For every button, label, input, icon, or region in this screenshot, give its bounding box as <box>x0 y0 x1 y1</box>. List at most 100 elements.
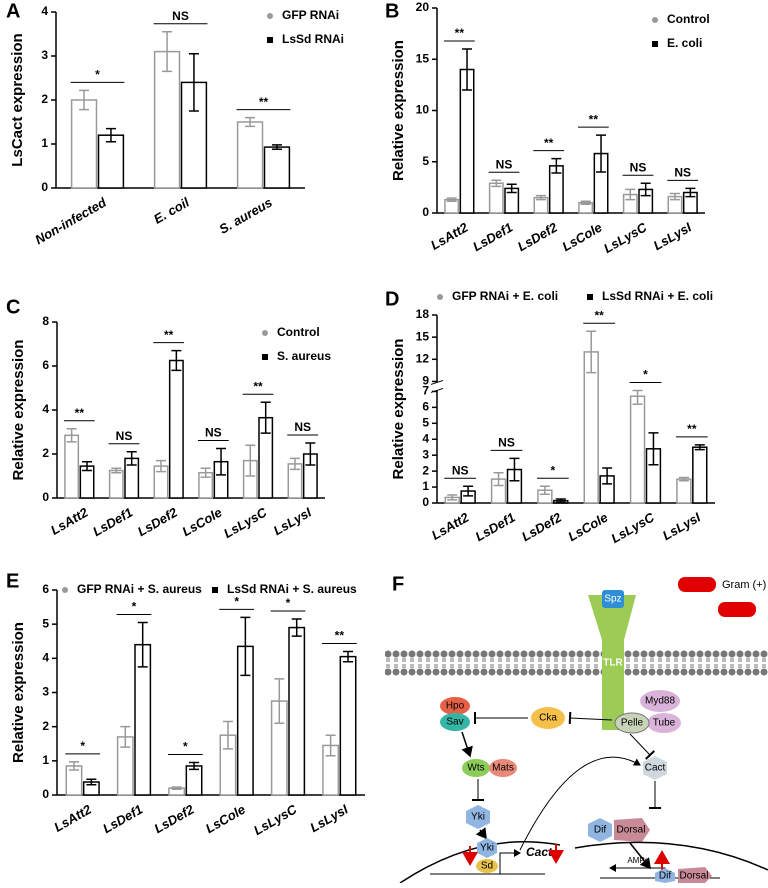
x-tick-label: LsDef1 <box>90 505 135 540</box>
error-bar <box>188 53 199 112</box>
y-tick-label: 5 <box>422 415 429 429</box>
y-axis-label: Relative expression <box>10 622 27 763</box>
arrow <box>475 827 487 840</box>
axis-break <box>429 382 445 391</box>
legend-label: E. coli <box>667 36 702 50</box>
y-tick-label: 6 <box>42 582 49 596</box>
significance-label: * <box>132 600 137 614</box>
significance-label: NS <box>205 426 222 440</box>
legend-label: S. aureus <box>277 349 331 363</box>
significance-label: NS <box>630 160 647 174</box>
error-bar <box>162 31 173 73</box>
bar <box>583 351 599 504</box>
legend-swatch <box>437 294 443 300</box>
significance-label: NS <box>452 463 469 477</box>
significance-label: ** <box>253 379 263 393</box>
y-tick-label: 0 <box>422 495 429 509</box>
significance-label: * <box>643 368 648 382</box>
node <box>614 712 650 734</box>
node <box>440 713 470 731</box>
significance-label: * <box>80 739 85 753</box>
error-bar <box>79 89 90 111</box>
node <box>531 707 565 729</box>
x-tick-label: LsAtt2 <box>428 219 471 253</box>
error-bar <box>289 457 300 471</box>
legend-label: GFP RNAi <box>282 8 339 22</box>
node <box>647 713 681 733</box>
significance-label: ** <box>589 112 599 126</box>
error-bar <box>171 786 182 790</box>
bar <box>629 395 646 504</box>
y-tick-label: 6 <box>42 358 49 372</box>
x-tick-label: LsAtt2 <box>429 509 472 543</box>
label: Mats <box>492 763 514 774</box>
error-bar <box>189 761 200 771</box>
panel-letter: B <box>385 0 399 22</box>
legend-swatch <box>262 330 268 336</box>
x-tick-label: LsDef2 <box>152 801 198 836</box>
arrow <box>461 731 473 758</box>
x-tick-label: LsDef2 <box>135 504 181 539</box>
error-bar <box>586 330 597 374</box>
node <box>489 759 517 777</box>
node <box>614 818 650 842</box>
y-tick-label: 1 <box>41 136 48 150</box>
y-tick-label: 0 <box>41 180 48 194</box>
panel-letter: C <box>6 296 20 318</box>
error-bar <box>68 761 79 771</box>
error-bar <box>245 116 256 128</box>
error-bar <box>551 157 562 174</box>
label: Cact <box>645 763 666 774</box>
x-tick-label: LsDef2 <box>519 509 565 544</box>
node <box>477 838 497 858</box>
y-tick-label: 3 <box>422 447 429 461</box>
y-tick-label: 10 <box>416 103 430 117</box>
legend-swatch <box>652 41 658 47</box>
significance-label: ** <box>544 136 554 150</box>
x-tick-label: LsDef1 <box>470 220 515 255</box>
panel-letter: D <box>385 288 399 310</box>
x-tick-label: LsLysI <box>660 509 704 543</box>
panel-letter: F <box>392 573 404 595</box>
significance-label: NS <box>116 429 133 443</box>
error-bar <box>240 616 251 677</box>
error-bar <box>216 447 227 476</box>
y-tick-label: 5 <box>42 616 49 630</box>
error-bar <box>274 678 285 724</box>
label: Dorsal <box>680 871 709 882</box>
error-bar <box>260 401 271 434</box>
x-tick-label: LsDef1 <box>100 802 145 837</box>
label: Sd <box>481 861 493 872</box>
error-bar <box>82 460 93 472</box>
y-tick-label: 0 <box>422 205 429 219</box>
legend-swatch <box>212 587 218 593</box>
error-bar <box>493 471 504 487</box>
y-tick-label: 3 <box>41 48 48 62</box>
label: Gram (+) <box>722 579 766 591</box>
error-bar <box>555 498 566 503</box>
pathway-diagram: F Gram (+) Spz TLR Myd88 Tube Pelle Hpo … <box>385 573 768 884</box>
error-bar <box>669 192 680 201</box>
panel-letter: E <box>6 570 19 592</box>
label: Sav <box>446 717 463 728</box>
legend-swatch <box>652 17 658 23</box>
y-tick-label: 3 <box>42 685 49 699</box>
x-tick-label: LsCole <box>180 505 225 540</box>
x-tick-label: LsDef1 <box>473 510 518 545</box>
label: TLR <box>603 658 623 669</box>
significance-label: * <box>234 595 239 609</box>
legend-label: LsSd RNAi + S. aureus <box>227 582 357 596</box>
x-tick-label: LsLysI <box>651 219 695 253</box>
arrow <box>519 756 641 851</box>
bar <box>168 359 184 499</box>
x-tick-label: LsAtt2 <box>51 801 94 835</box>
x-tick-label: LsCole <box>203 802 248 837</box>
y-tick-label: 2 <box>42 719 49 733</box>
legend-swatch <box>267 37 273 43</box>
y-tick-label: 4 <box>42 651 49 665</box>
x-tick-label: LsDef2 <box>515 219 561 254</box>
y-axis-label: Relative expression <box>390 40 407 181</box>
label: Tube <box>653 718 676 729</box>
error-bar <box>120 725 131 748</box>
inhibit <box>629 733 656 760</box>
